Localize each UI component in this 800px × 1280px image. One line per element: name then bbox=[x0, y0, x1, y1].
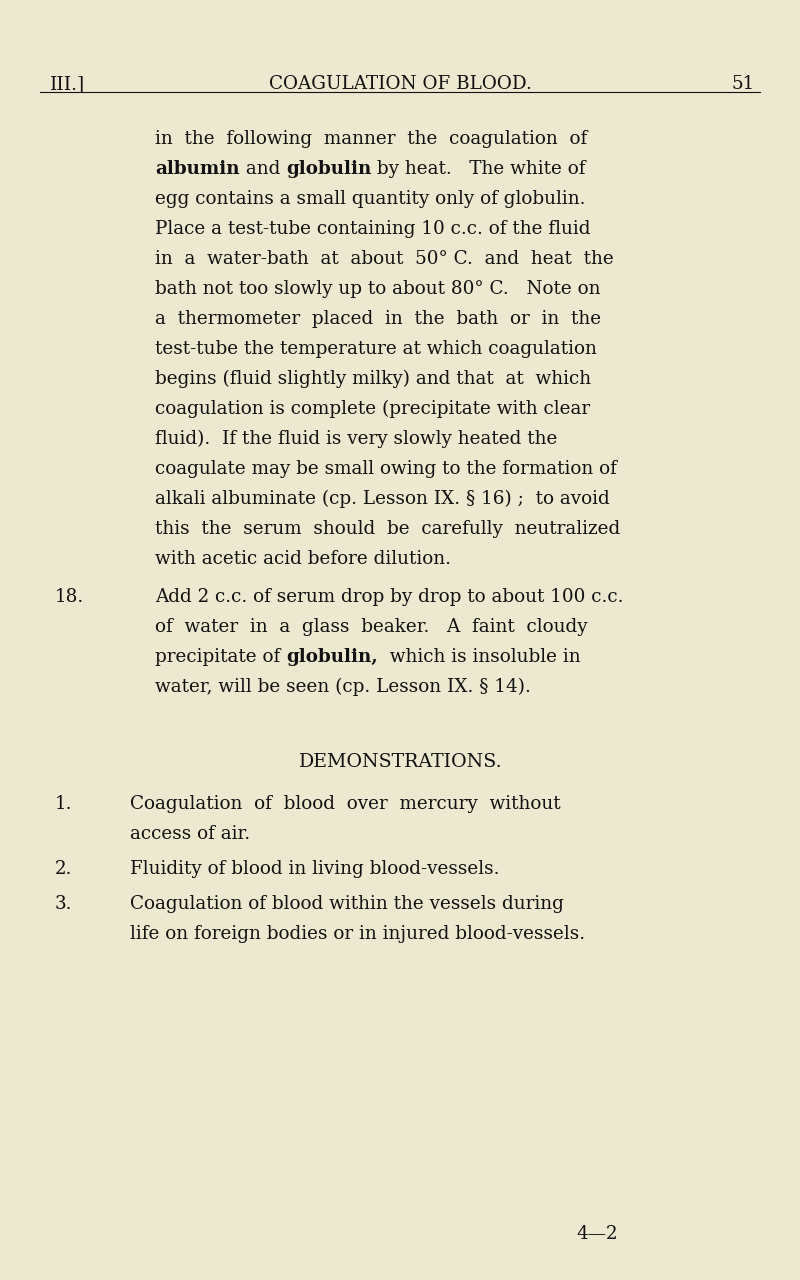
Text: in  a  water-bath  at  about  50° C.  and  heat  the: in a water-bath at about 50° C. and heat… bbox=[155, 250, 614, 268]
Text: III.]: III.] bbox=[50, 76, 86, 93]
Text: Fluidity of blood in living blood-vessels.: Fluidity of blood in living blood-vessel… bbox=[130, 860, 499, 878]
Text: water, will be seen (cp. Lesson IX. § 14).: water, will be seen (cp. Lesson IX. § 14… bbox=[155, 678, 531, 696]
Text: Place a test-tube containing 10 c.c. of the fluid: Place a test-tube containing 10 c.c. of … bbox=[155, 220, 590, 238]
Text: 51: 51 bbox=[732, 76, 755, 93]
Text: globulin: globulin bbox=[286, 160, 371, 178]
Text: 3.: 3. bbox=[55, 895, 73, 913]
Text: alkali albuminate (cp. Lesson IX. § 16) ;  to avoid: alkali albuminate (cp. Lesson IX. § 16) … bbox=[155, 490, 610, 508]
Text: 4—2: 4—2 bbox=[576, 1225, 618, 1243]
Text: life on foreign bodies or in injured blood-vessels.: life on foreign bodies or in injured blo… bbox=[130, 925, 585, 943]
Text: precipitate of: precipitate of bbox=[155, 648, 286, 666]
Text: access of air.: access of air. bbox=[130, 826, 250, 844]
Text: by heat.   The white of: by heat. The white of bbox=[371, 160, 586, 178]
Text: 2.: 2. bbox=[55, 860, 72, 878]
Text: with acetic acid before dilution.: with acetic acid before dilution. bbox=[155, 550, 451, 568]
Text: begins (fluid slightly milky) and that  at  which: begins (fluid slightly milky) and that a… bbox=[155, 370, 591, 388]
Text: COAGULATION OF BLOOD.: COAGULATION OF BLOOD. bbox=[269, 76, 531, 93]
Text: bath not too slowly up to about 80° C.   Note on: bath not too slowly up to about 80° C. N… bbox=[155, 280, 601, 298]
Text: of  water  in  a  glass  beaker.   A  faint  cloudy: of water in a glass beaker. A faint clou… bbox=[155, 618, 588, 636]
Text: a  thermometer  placed  in  the  bath  or  in  the: a thermometer placed in the bath or in t… bbox=[155, 310, 601, 328]
Text: fluid).  If the fluid is very slowly heated the: fluid). If the fluid is very slowly heat… bbox=[155, 430, 558, 448]
Text: 18.: 18. bbox=[55, 588, 84, 605]
Text: 1.: 1. bbox=[55, 795, 73, 813]
Text: test-tube the temperature at which coagulation: test-tube the temperature at which coagu… bbox=[155, 340, 597, 358]
Text: this  the  serum  should  be  carefully  neutralized: this the serum should be carefully neutr… bbox=[155, 520, 620, 538]
Text: DEMONSTRATIONS.: DEMONSTRATIONS. bbox=[298, 753, 502, 771]
Text: Coagulation  of  blood  over  mercury  without: Coagulation of blood over mercury withou… bbox=[130, 795, 561, 813]
Text: egg contains a small quantity only of globulin.: egg contains a small quantity only of gl… bbox=[155, 189, 586, 207]
Text: which is insoluble in: which is insoluble in bbox=[378, 648, 580, 666]
Text: in  the  following  manner  the  coagulation  of: in the following manner the coagulation … bbox=[155, 131, 587, 148]
Text: and: and bbox=[240, 160, 286, 178]
Text: Add 2 c.c. of serum drop by drop to about 100 c.c.: Add 2 c.c. of serum drop by drop to abou… bbox=[155, 588, 623, 605]
Text: coagulate may be small owing to the formation of: coagulate may be small owing to the form… bbox=[155, 460, 617, 477]
Text: Coagulation of blood within the vessels during: Coagulation of blood within the vessels … bbox=[130, 895, 564, 913]
Text: coagulation is complete (precipitate with clear: coagulation is complete (precipitate wit… bbox=[155, 399, 590, 419]
Text: albumin: albumin bbox=[155, 160, 240, 178]
Text: globulin,: globulin, bbox=[286, 648, 378, 666]
